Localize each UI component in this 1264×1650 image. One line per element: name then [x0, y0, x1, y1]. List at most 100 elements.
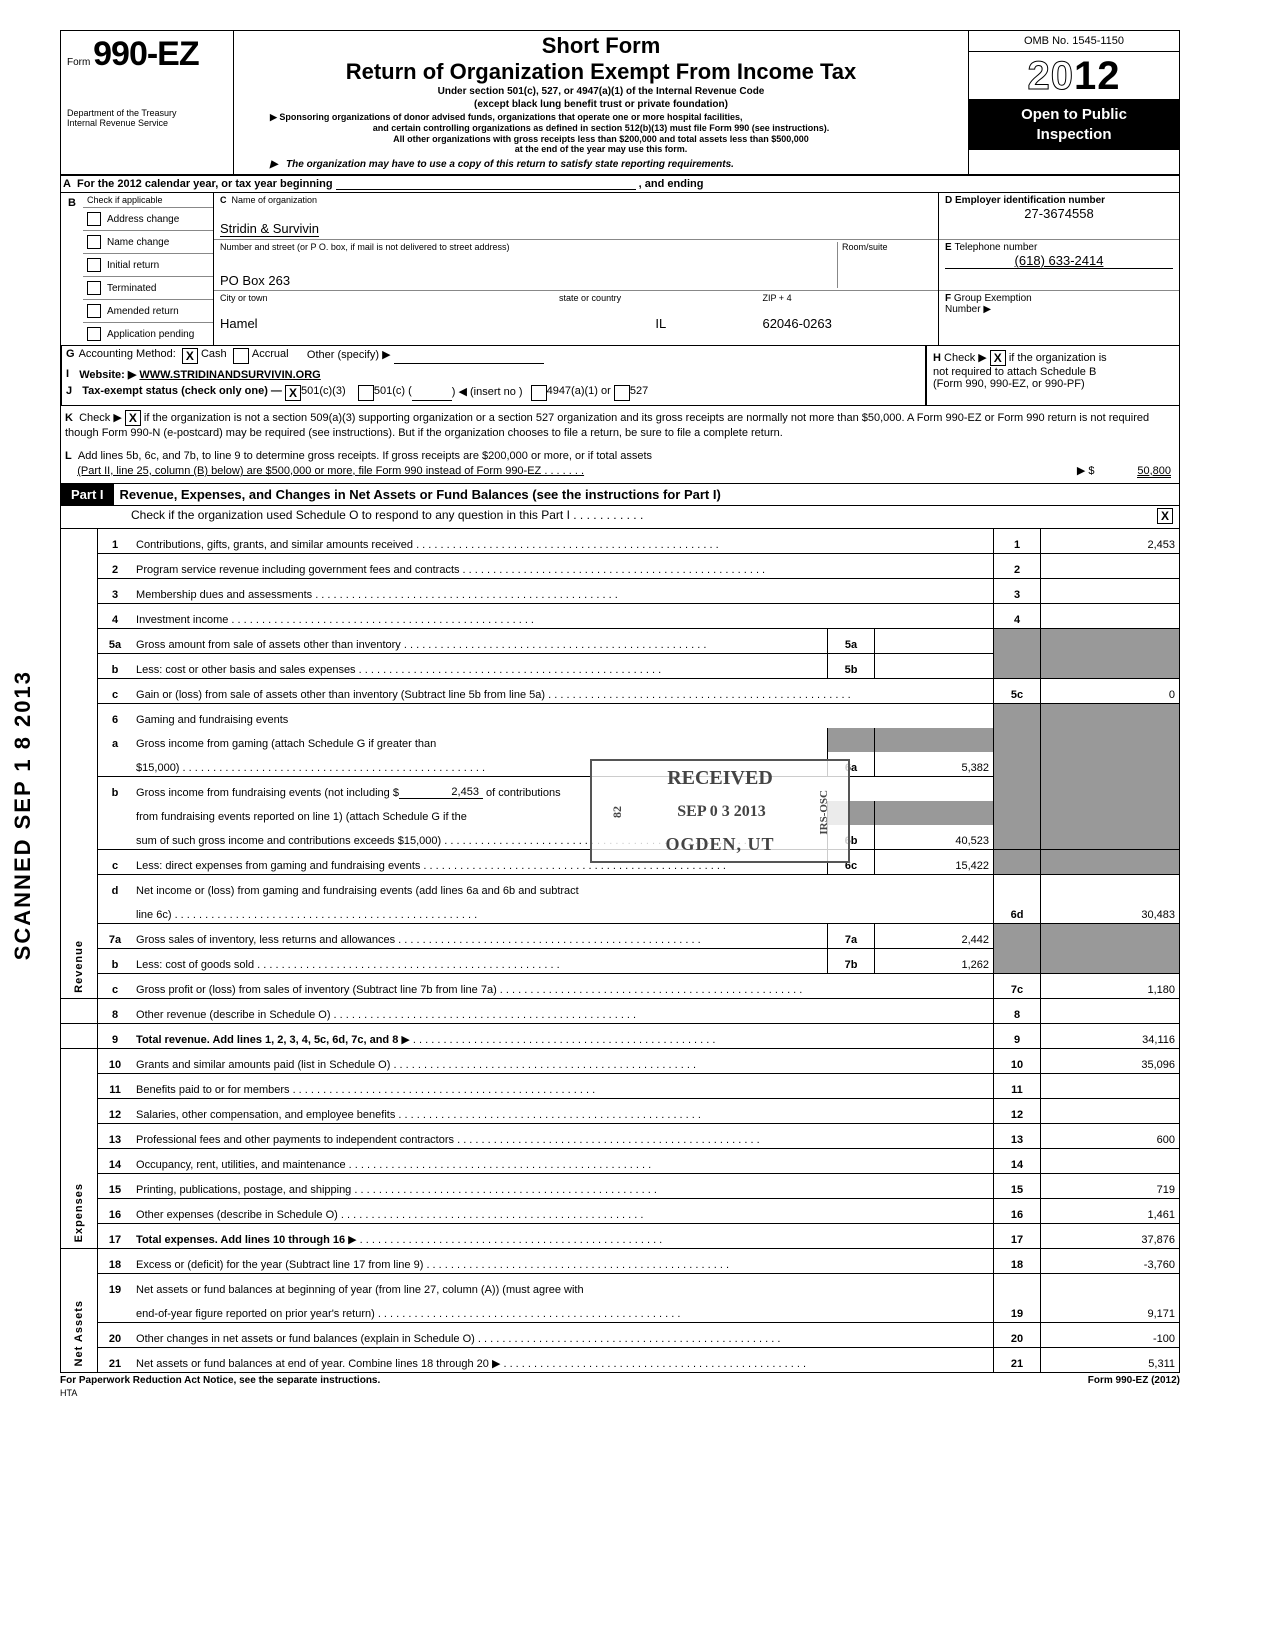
ein-label: Employer identification number — [955, 195, 1105, 206]
open-to-public: Open to PublicInspection — [969, 99, 1179, 150]
part-1-header: Part I Revenue, Expenses, and Changes in… — [60, 484, 1180, 506]
note-2: and certain controlling organizations as… — [240, 123, 962, 134]
name-label: Name of organization — [232, 195, 318, 205]
note-1: Sponsoring organizations of donor advise… — [279, 112, 742, 122]
letter-b: B — [61, 193, 83, 345]
line-20-desc: Other changes in net assets or fund bala… — [136, 1333, 475, 1345]
line-9-desc: Total revenue. Add lines 1, 2, 3, 4, 5c,… — [136, 1034, 398, 1046]
line-13-val: 600 — [1041, 1123, 1180, 1148]
line-7b-desc: Less: cost of goods sold — [136, 959, 254, 971]
line-6d-desc2: line 6c) — [136, 909, 171, 921]
check-accrual[interactable] — [233, 348, 249, 364]
check-k[interactable]: X — [125, 410, 141, 426]
line-16-desc: Other expenses (describe in Schedule O) — [136, 1209, 338, 1221]
state-value: IL — [655, 316, 666, 331]
ein-value: 27-3674558 — [945, 206, 1173, 221]
check-pending[interactable]: Application pending — [83, 322, 213, 345]
section-expenses: Expenses — [61, 1048, 98, 1248]
footer-left: For Paperwork Reduction Act Notice, see … — [60, 1375, 380, 1386]
check-label: Check if applicable — [83, 193, 213, 207]
section-revenue: Revenue — [61, 529, 98, 999]
line-5b-val — [875, 653, 994, 678]
check-name-change[interactable]: Name change — [83, 230, 213, 253]
org-name: Stridin & Survivin — [220, 221, 319, 237]
l-line1: Add lines 5b, 6c, and 7b, to line 9 to d… — [78, 450, 652, 462]
l-line2: (Part II, line 25, column (B) below) are… — [77, 465, 584, 477]
line-20-val: -100 — [1041, 1322, 1180, 1347]
line-3-desc: Membership dues and assessments — [136, 589, 312, 601]
line-14-desc: Occupancy, rent, utilities, and maintena… — [136, 1159, 346, 1171]
line-g: G Accounting Method: X Cash Accrual Othe… — [61, 346, 926, 366]
line-6b-desc2: from fundraising events reported on line… — [136, 811, 467, 823]
line-6a-val: 5,382 — [875, 752, 994, 777]
line-6-desc: Gaming and fundraising events — [136, 714, 288, 726]
check-amended[interactable]: Amended return — [83, 299, 213, 322]
zip-label: ZIP + 4 — [762, 293, 932, 303]
form-id-cell: Form 990-EZ Department of the Treasury I… — [61, 31, 234, 174]
line-6c-val: 15,422 — [875, 849, 994, 874]
check-initial-return[interactable]: Initial return — [83, 253, 213, 276]
line-18-desc: Excess or (deficit) for the year (Subtra… — [136, 1259, 423, 1271]
line-5b-desc: Less: cost or other basis and sales expe… — [136, 664, 356, 676]
line-7a-val: 2,442 — [875, 923, 994, 948]
omb-number: OMB No. 1545-1150 — [969, 31, 1179, 52]
group-exemption-label: Group Exemption — [954, 293, 1032, 304]
received-stamp: RECEIVED 82 SEP 0 3 2013 IRS-OSC OGDEN, … — [590, 759, 850, 864]
line-6b-desc: Gross income from fundraising events (no… — [136, 787, 399, 799]
line-6d-desc: Net income or (loss) from gaming and fun… — [136, 885, 579, 897]
k-body: if the organization is not a section 509… — [65, 412, 1149, 439]
d-column: D Employer identification number 27-3674… — [938, 193, 1179, 345]
check-4947[interactable] — [531, 385, 547, 401]
check-501c[interactable] — [358, 385, 374, 401]
line-19-desc: Net assets or fund balances at beginning… — [136, 1284, 584, 1296]
line-14-val — [1041, 1148, 1180, 1173]
line-12-desc: Salaries, other compensation, and employ… — [136, 1109, 395, 1121]
para-l: L Add lines 5b, 6c, and 7b, to line 9 to… — [60, 445, 1180, 484]
note-3: All other organizations with gross recei… — [240, 134, 962, 145]
line-13-desc: Professional fees and other payments to … — [136, 1134, 454, 1146]
right-header-cell: OMB No. 1545-1150 20201212 Open to Publi… — [969, 31, 1179, 174]
state-label: state or country — [559, 293, 762, 303]
line-1-val: 2,453 — [1041, 529, 1180, 554]
form-header: Form 990-EZ Department of the Treasury I… — [60, 30, 1180, 176]
line-8-val — [1041, 998, 1180, 1023]
check-527[interactable] — [614, 385, 630, 401]
line-4-val — [1041, 603, 1180, 628]
box-h: H Check ▶ X if the organization is not r… — [926, 346, 1179, 405]
phone-value: (618) 633-2414 — [945, 253, 1173, 269]
line-10-val: 35,096 — [1041, 1048, 1180, 1073]
line-6b-desc3: sum of such gross income and contributio… — [136, 835, 441, 847]
line-j: J Tax-exempt status (check only one) — X… — [61, 383, 926, 405]
line-7c-desc: Gross profit or (loss) from sales of inv… — [136, 984, 497, 996]
footer: For Paperwork Reduction Act Notice, see … — [60, 1373, 1180, 1388]
phone-label: Telephone number — [954, 242, 1037, 253]
check-if-applicable: Check if applicable Address change Name … — [83, 193, 214, 345]
room-label: Room/suite — [842, 242, 932, 252]
lines-table: Revenue 1 Contributions, gifts, grants, … — [60, 529, 1180, 1373]
line-19-val: 9,171 — [1041, 1273, 1180, 1322]
line-8-desc: Other revenue (describe in Schedule O) — [136, 1009, 330, 1021]
check-h[interactable]: X — [990, 350, 1006, 366]
check-address-change[interactable]: Address change — [83, 207, 213, 230]
footer-hta: HTA — [60, 1388, 1180, 1398]
line-7c-val: 1,180 — [1041, 973, 1180, 998]
city-value: Hamel — [220, 316, 258, 331]
title-return: Return of Organization Exempt From Incom… — [240, 59, 962, 85]
subtitle-2: (except black lung benefit trust or priv… — [240, 99, 962, 111]
line-6c-desc: Less: direct expenses from gaming and fu… — [136, 860, 420, 872]
line-21-desc: Net assets or fund balances at end of ye… — [136, 1358, 489, 1370]
line-5c-val: 0 — [1041, 678, 1180, 703]
scanned-stamp: SCANNED SEP 1 8 2013 — [10, 670, 36, 960]
line-16-val: 1,461 — [1041, 1198, 1180, 1223]
check-501c3[interactable]: X — [285, 385, 301, 401]
form-label: Form — [67, 57, 90, 68]
line-12-val — [1041, 1098, 1180, 1123]
subtitle-1: Under section 501(c), 527, or 4947(a)(1)… — [240, 86, 962, 98]
l-value: 50,800 — [1137, 465, 1171, 478]
check-schedule-o[interactable]: X — [1157, 508, 1173, 524]
check-cash[interactable]: X — [182, 348, 198, 364]
line-6d-val: 30,483 — [1041, 874, 1180, 923]
group-exemption-number-label: Number ▶ — [945, 304, 1173, 315]
check-terminated[interactable]: Terminated — [83, 276, 213, 299]
line-6b-val: 40,523 — [875, 825, 994, 850]
